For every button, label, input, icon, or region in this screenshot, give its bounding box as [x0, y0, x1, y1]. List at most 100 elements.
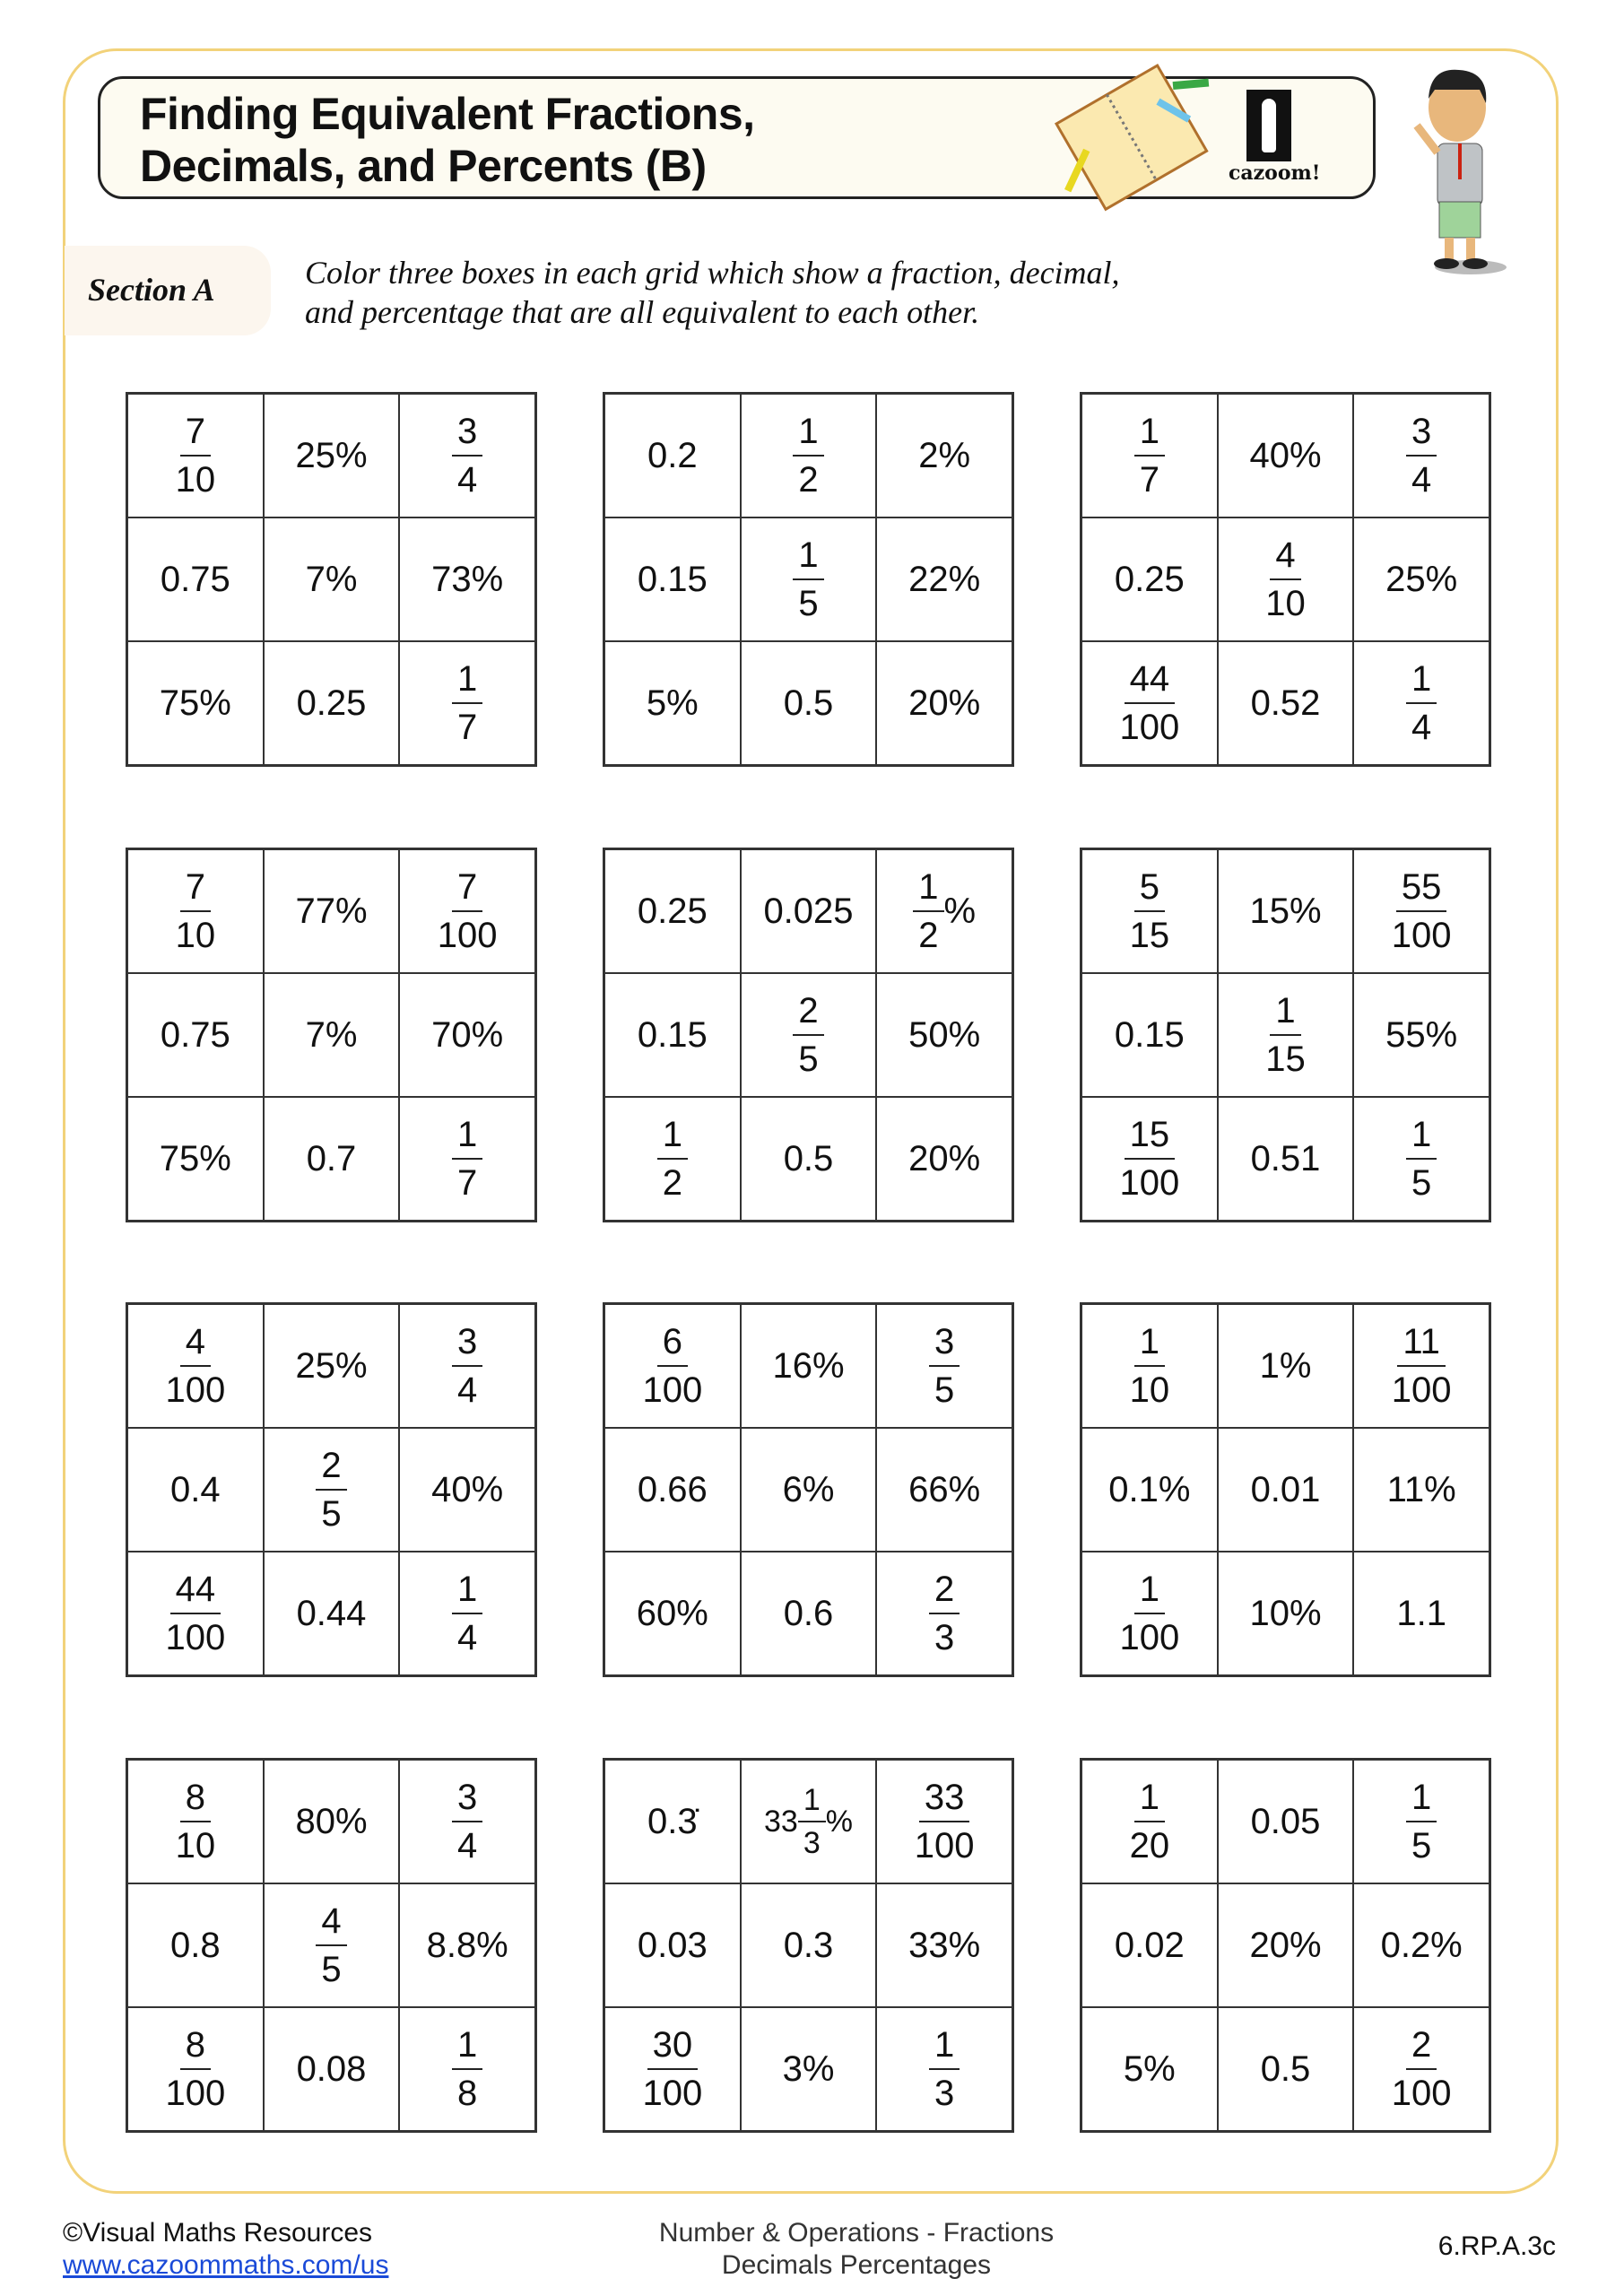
grid-cell[interactable]: 0.7: [263, 1097, 400, 1221]
grid-cell[interactable]: 60%: [604, 1552, 741, 1675]
grid-cell[interactable]: 80%: [263, 1760, 400, 1883]
grid-cell[interactable]: 55%: [1353, 973, 1489, 1097]
grid-cell[interactable]: 11 100: [1353, 1304, 1489, 1428]
grid-cell[interactable]: 3%: [740, 2007, 877, 2131]
grid-cell[interactable]: 5%: [604, 641, 741, 765]
grid-cell[interactable]: 0.8: [127, 1883, 264, 2007]
grid-cell[interactable]: 6%: [740, 1428, 877, 1552]
grid-cell[interactable]: 75%: [127, 1097, 264, 1221]
grid-cell[interactable]: 55 100: [1353, 849, 1489, 973]
grid-cell[interactable]: 0.2%: [1353, 1883, 1489, 2007]
grid-cell[interactable]: 8 10: [127, 1760, 264, 1883]
grid-cell[interactable]: 20%: [876, 1097, 1012, 1221]
grid-cell[interactable]: 0.02: [1081, 1883, 1218, 2007]
grid-cell[interactable]: 0.75: [127, 517, 264, 641]
grid-cell[interactable]: 1.1: [1353, 1552, 1489, 1675]
grid-cell[interactable]: 2%: [876, 394, 1012, 517]
grid-cell[interactable]: 40%: [1217, 394, 1354, 517]
grid-cell[interactable]: 0.08: [263, 2007, 400, 2131]
grid-cell[interactable]: 1%: [1217, 1304, 1354, 1428]
grid-cell[interactable]: 5%: [1081, 2007, 1218, 2131]
grid-cell[interactable]: 0.4: [127, 1428, 264, 1552]
grid-cell[interactable]: 33%: [876, 1883, 1012, 2007]
grid-cell[interactable]: 7 10: [127, 394, 264, 517]
grid-cell[interactable]: 15 100: [1081, 1097, 1218, 1221]
grid-cell[interactable]: 0.25: [604, 849, 741, 973]
grid-cell[interactable]: 10%: [1217, 1552, 1354, 1675]
grid-cell[interactable]: 40%: [399, 1428, 535, 1552]
grid-cell[interactable]: 75%: [127, 641, 264, 765]
grid-cell[interactable]: 0.5: [740, 1097, 877, 1221]
grid-cell[interactable]: 20%: [876, 641, 1012, 765]
grid-cell[interactable]: 0.3: [740, 1883, 877, 2007]
grid-cell[interactable]: 0.01: [1217, 1428, 1354, 1552]
grid-cell[interactable]: 0.51: [1217, 1097, 1354, 1221]
grid-cell[interactable]: 33 1 3%: [740, 1760, 877, 1883]
grid-cell[interactable]: 0.025: [740, 849, 877, 973]
grid-cell[interactable]: 0.25: [263, 641, 400, 765]
grid-cell[interactable]: 30 100: [604, 2007, 741, 2131]
grid-cell[interactable]: 73%: [399, 517, 535, 641]
grid-cell[interactable]: 66%: [876, 1428, 1012, 1552]
grid-cell[interactable]: 20%: [1217, 1883, 1354, 2007]
grid-cell[interactable]: 8 100: [127, 2007, 264, 2131]
grid-cell[interactable]: 0.03: [604, 1883, 741, 2007]
grid-cell[interactable]: 44 100: [1081, 641, 1218, 765]
grid-cell[interactable]: 2 100: [1353, 2007, 1489, 2131]
grid-cell[interactable]: 0.75: [127, 973, 264, 1097]
grid-cell[interactable]: 0.2: [604, 394, 741, 517]
grid-cell[interactable]: 25%: [263, 1304, 400, 1428]
grid-cell[interactable]: 0.66: [604, 1428, 741, 1552]
grid-cell[interactable]: 1 2%: [876, 849, 1012, 973]
grid-cell[interactable]: 0.3̇: [604, 1760, 741, 1883]
grid-cell[interactable]: 6 100: [604, 1304, 741, 1428]
grid-cell[interactable]: 50%: [876, 973, 1012, 1097]
grid-cell[interactable]: 4 10: [1217, 517, 1354, 641]
grid-cell[interactable]: 7 10: [127, 849, 264, 973]
grid-cell[interactable]: 33 100: [876, 1760, 1012, 1883]
grid-cell[interactable]: 15%: [1217, 849, 1354, 973]
grid-cell[interactable]: 11%: [1353, 1428, 1489, 1552]
grid-cell[interactable]: 7%: [263, 517, 400, 641]
grid-cell[interactable]: 0.05: [1217, 1760, 1354, 1883]
grid-cell[interactable]: 44 100: [127, 1552, 264, 1675]
grid-cell[interactable]: 0.5: [740, 641, 877, 765]
grid-cell[interactable]: 8.8%: [399, 1883, 535, 2007]
grid-cell[interactable]: 0.5: [1217, 2007, 1354, 2131]
grid-cell[interactable]: 0.44: [263, 1552, 400, 1675]
grid-cell[interactable]: 0.15: [1081, 973, 1218, 1097]
grid-cell[interactable]: 5 15: [1081, 849, 1218, 973]
grid-cell[interactable]: 70%: [399, 973, 535, 1097]
grid-cell[interactable]: 0.52: [1217, 641, 1354, 765]
grid-cell[interactable]: 25%: [263, 394, 400, 517]
grid-cell[interactable]: 0.1%: [1081, 1428, 1218, 1552]
grid-cell[interactable]: 1 15: [1217, 973, 1354, 1097]
grid-cell[interactable]: 0.25: [1081, 517, 1218, 641]
grid-cell[interactable]: 0.6: [740, 1552, 877, 1675]
grid-cell[interactable]: 7 100: [399, 849, 535, 973]
website-link[interactable]: www.cazoommaths.com/us: [63, 2250, 389, 2280]
grid-cell[interactable]: 16%: [740, 1304, 877, 1428]
grid-cell[interactable]: 1 20: [1081, 1760, 1218, 1883]
grid-cell[interactable]: 25%: [1353, 517, 1489, 641]
grid-cell[interactable]: 22%: [876, 517, 1012, 641]
grid-cell[interactable]: 7%: [263, 973, 400, 1097]
